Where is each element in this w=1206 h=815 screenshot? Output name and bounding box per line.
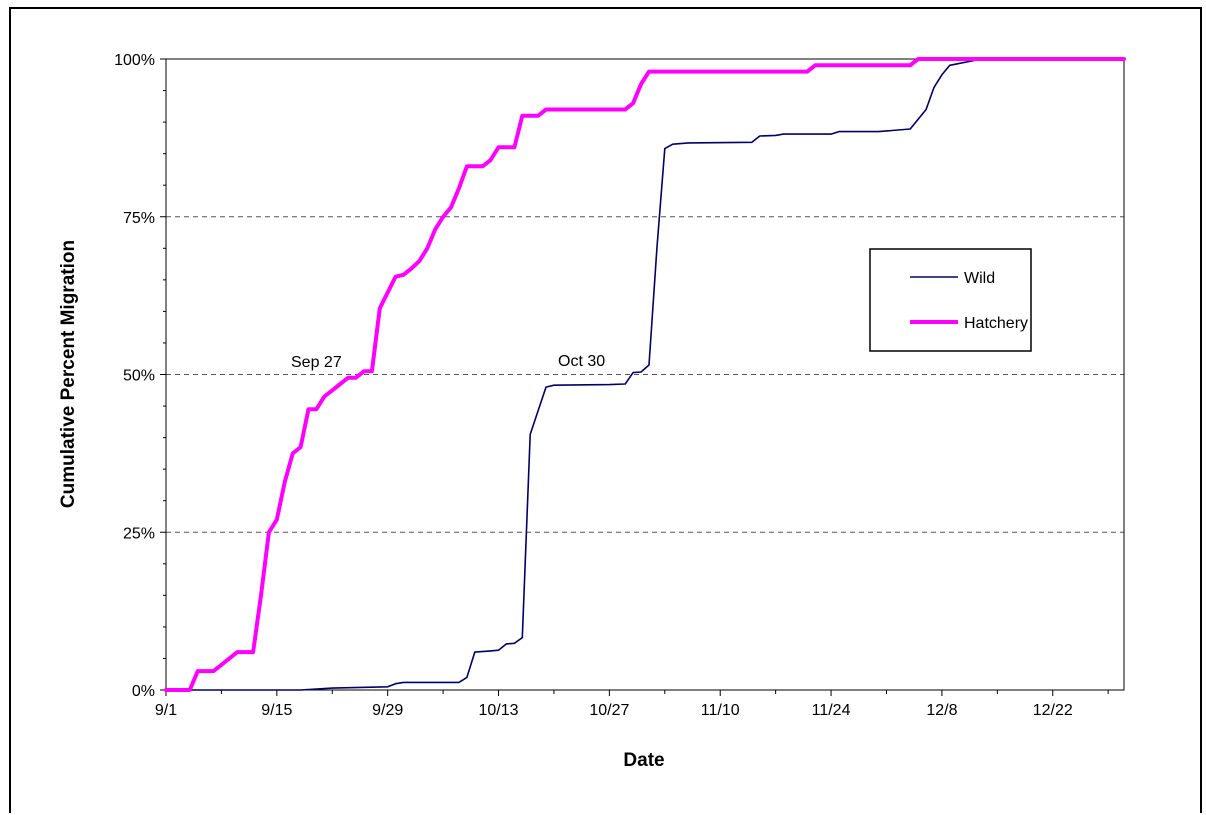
x-tick-label: 10/13 bbox=[479, 702, 519, 719]
axis-ticks: 0% 25% 50% 75% 100% 9/1 9/15 9/29 10/13 10/27 11/1… bbox=[114, 52, 1109, 719]
annotation-oct-30: Oct 30 bbox=[558, 353, 605, 370]
x-tick-label: 9/1 bbox=[155, 702, 177, 719]
legend-label-hatchery: Hatchery bbox=[964, 315, 1028, 332]
x-tick-label: 9/15 bbox=[261, 702, 292, 719]
legend-label-wild: Wild bbox=[964, 270, 995, 287]
x-tick-label: 11/24 bbox=[812, 702, 851, 719]
series-line-hatchery bbox=[164, 57, 1126, 692]
legend: Wild Hatchery bbox=[869, 248, 1032, 352]
annotation-sep-27: Sep 27 bbox=[291, 354, 342, 371]
series-line-wild bbox=[165, 58, 1125, 691]
legend-box bbox=[869, 248, 1032, 352]
gridlines bbox=[166, 216, 1124, 533]
x-tick-label: 9/29 bbox=[372, 702, 403, 719]
y-tick-label: 25% bbox=[123, 525, 155, 542]
x-tick-label: 12/22 bbox=[1033, 702, 1073, 719]
y-tick-label: 0% bbox=[132, 683, 155, 700]
x-tick-label: 12/8 bbox=[926, 702, 957, 719]
y-tick-label: 75% bbox=[123, 210, 155, 227]
y-axis-title: Cumulative Percent Migration bbox=[58, 240, 79, 508]
x-axis-title: Date bbox=[623, 750, 664, 771]
series-lines bbox=[164, 57, 1126, 692]
chart-frame bbox=[9, 7, 1202, 813]
y-tick-label: 50% bbox=[123, 368, 155, 385]
x-tick-label: 11/10 bbox=[701, 702, 740, 719]
x-tick-label: 10/27 bbox=[589, 702, 629, 719]
y-tick-label: 100% bbox=[114, 52, 155, 69]
